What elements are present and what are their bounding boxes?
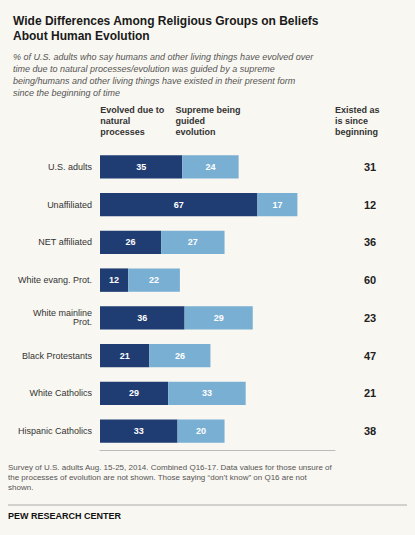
svg-text:23: 23 xyxy=(364,312,376,324)
svg-text:Supreme being: Supreme being xyxy=(175,105,240,115)
svg-text:29: 29 xyxy=(129,388,139,398)
svg-text:since the beginning of time: since the beginning of time xyxy=(13,88,120,98)
svg-text:guided: guided xyxy=(175,116,205,126)
svg-text:About Human Evolution: About Human Evolution xyxy=(13,29,150,43)
svg-text:31: 31 xyxy=(364,161,376,173)
svg-text:evolution: evolution xyxy=(175,127,215,137)
svg-text:35: 35 xyxy=(136,162,146,172)
svg-text:67: 67 xyxy=(174,200,184,210)
svg-text:Unaffiliated: Unaffiliated xyxy=(47,200,92,210)
svg-text:60: 60 xyxy=(364,274,376,286)
svg-text:12: 12 xyxy=(109,275,119,285)
svg-text:shown.: shown. xyxy=(8,483,33,492)
svg-text:NET affiliated: NET affiliated xyxy=(38,237,92,247)
svg-text:being/humans and other living: being/humans and other living things hav… xyxy=(13,76,296,86)
svg-text:the processes of evolution are: the processes of evolution are not shown… xyxy=(8,473,307,482)
svg-text:21: 21 xyxy=(120,351,130,361)
svg-text:natural: natural xyxy=(100,116,130,126)
svg-text:17: 17 xyxy=(272,200,282,210)
svg-text:22: 22 xyxy=(149,275,159,285)
svg-text:29: 29 xyxy=(214,313,224,323)
svg-text:20: 20 xyxy=(196,426,206,436)
svg-text:Survey of U.S. adults Aug. 15-: Survey of U.S. adults Aug. 15-25, 2014. … xyxy=(8,463,333,472)
svg-text:White evang. Prot.: White evang. Prot. xyxy=(18,275,92,285)
svg-text:21: 21 xyxy=(364,387,376,399)
svg-text:36: 36 xyxy=(137,313,147,323)
svg-text:26: 26 xyxy=(126,237,136,247)
svg-text:38: 38 xyxy=(364,425,376,437)
svg-text:White Catholics: White Catholics xyxy=(29,388,92,398)
svg-text:time due to natural processes/: time due to natural processes/evolution … xyxy=(13,64,275,74)
svg-text:26: 26 xyxy=(175,351,185,361)
svg-text:Wide Differences Among Religio: Wide Differences Among Religious Groups … xyxy=(13,14,319,28)
svg-text:% of U.S. adults who say human: % of U.S. adults who say humans and othe… xyxy=(13,52,314,62)
svg-text:36: 36 xyxy=(364,236,376,248)
svg-text:Evolved due to: Evolved due to xyxy=(100,105,165,115)
svg-text:is since: is since xyxy=(335,116,368,126)
svg-text:33: 33 xyxy=(202,388,212,398)
svg-text:24: 24 xyxy=(205,162,215,172)
svg-text:27: 27 xyxy=(188,237,198,247)
svg-text:processes: processes xyxy=(100,127,145,137)
svg-text:33: 33 xyxy=(134,426,144,436)
svg-text:U.S. adults: U.S. adults xyxy=(48,162,93,172)
svg-text:47: 47 xyxy=(364,350,376,362)
svg-text:White mainline: White mainline xyxy=(33,308,92,319)
svg-text:Hispanic Catholics: Hispanic Catholics xyxy=(18,426,93,436)
svg-text:Existed as: Existed as xyxy=(335,105,380,115)
svg-text:PEW RESEARCH CENTER: PEW RESEARCH CENTER xyxy=(8,511,122,521)
svg-text:12: 12 xyxy=(364,199,376,211)
svg-text:beginning: beginning xyxy=(335,127,378,137)
svg-text:Black Protestants: Black Protestants xyxy=(22,351,93,361)
svg-text:Prot.: Prot. xyxy=(73,317,92,327)
